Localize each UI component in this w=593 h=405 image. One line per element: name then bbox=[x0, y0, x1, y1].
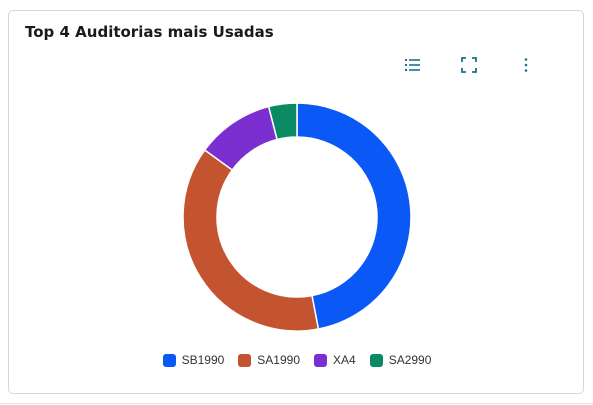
legend-swatch bbox=[369, 353, 383, 367]
legend-item-xa4[interactable]: XA4 bbox=[314, 353, 356, 367]
legend-item-sa1990[interactable]: SA1990 bbox=[238, 353, 300, 367]
legend-swatch bbox=[162, 353, 176, 367]
list-icon[interactable] bbox=[403, 55, 423, 75]
legend-label: XA4 bbox=[333, 353, 356, 367]
legend-item-sa2990[interactable]: SA2990 bbox=[369, 353, 432, 367]
slice-sa1990[interactable] bbox=[182, 148, 320, 332]
legend-label: SA1990 bbox=[257, 353, 300, 367]
fullscreen-icon[interactable] bbox=[459, 55, 479, 75]
bottom-divider bbox=[0, 403, 593, 404]
legend-swatch bbox=[314, 353, 327, 367]
chart-card: Top 4 Auditorias mais Usadas bbox=[8, 10, 584, 394]
legend-label: SA2990 bbox=[388, 353, 432, 367]
legend-swatch bbox=[238, 353, 252, 367]
more-vertical-icon[interactable] bbox=[516, 55, 536, 75]
slice-sb1990[interactable] bbox=[296, 102, 412, 330]
card-title: Top 4 Auditorias mais Usadas bbox=[25, 23, 274, 41]
chart-legend: SB1990 SA1990 XA4 SA2990 bbox=[9, 353, 585, 367]
legend-label: SB1990 bbox=[181, 353, 225, 367]
slice-sa2990[interactable] bbox=[267, 102, 298, 141]
donut-chart bbox=[182, 102, 412, 332]
legend-item-sb1990[interactable]: SB1990 bbox=[162, 353, 225, 367]
